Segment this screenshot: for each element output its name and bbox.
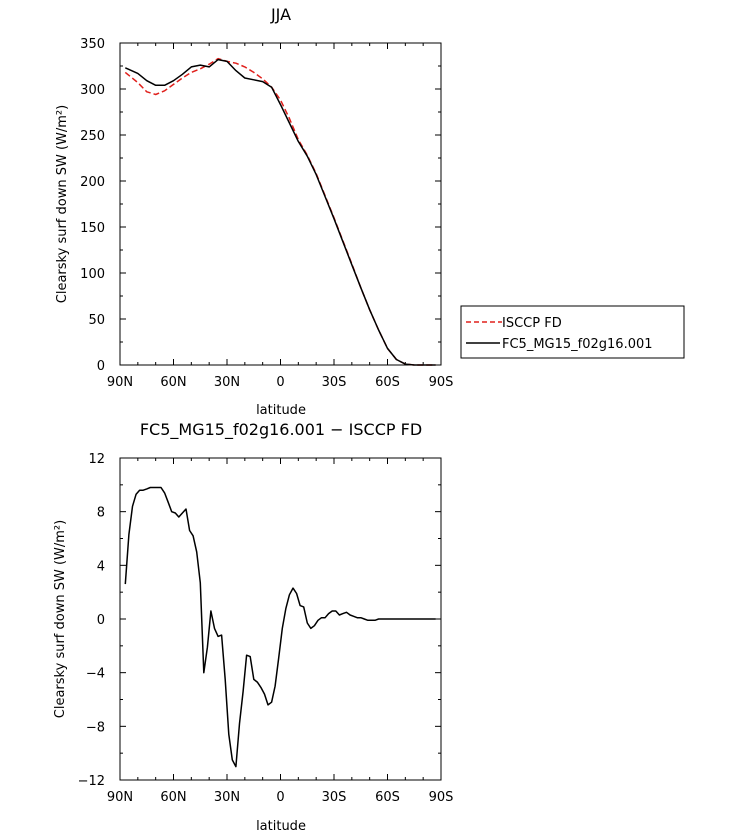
x-tick-label: 30S [322,375,347,390]
chart-title: JJA [270,5,291,24]
y-axis-label: Clearsky surf down SW (W/m²) [53,520,68,718]
x-tick-label: 30N [214,375,240,390]
x-tick-label: 90S [429,790,454,805]
x-tick-label: 90S [429,375,454,390]
x-tick-label: 0 [276,790,284,805]
x-tick-label: 90N [107,375,133,390]
x-tick-label: 0 [276,375,284,390]
bottom-chart-panel: FC5_MG15_f02g16.001 − ISCCP FD 90N 60N 30N… [53,420,453,834]
y-tick-label: 0 [97,613,105,628]
legend: ISCCP FD FC5_MG15_f02g16.001 [460,305,685,359]
x-tick-label: 60S [375,375,400,390]
x-tick-label: 90N [107,790,133,805]
series-lines [124,486,436,768]
plot-frame [119,42,442,366]
y-tick-label: 100 [80,267,105,282]
y-tick-label: −8 [86,720,105,735]
axis-ticks: 90N 60N 30N 0 30S 60S 90S −12 −8 −4 0 4 8 12 [78,452,454,805]
x-tick-label: 30S [322,790,347,805]
x-tick-label: 60N [160,790,186,805]
top-chart-panel: JJA 90N 60N 30N 0 30S 60S 90S 0 50 100 150 200 250 30… [55,5,685,418]
y-tick-label: 50 [88,313,105,328]
x-tick-label: 60N [160,375,186,390]
y-axis-label: Clearsky surf down SW (W/m²) [55,105,70,303]
model-line [124,58,436,366]
y-tick-label: 250 [80,129,105,144]
y-tick-label: 8 [97,506,105,521]
difference-line [124,486,436,768]
y-tick-label: −4 [86,667,105,682]
y-tick-label: 350 [80,37,105,52]
legend-label-isccp: ISCCP FD [502,316,562,331]
x-tick-label: 60S [375,790,400,805]
y-tick-label: 300 [80,83,105,98]
y-tick-label: 200 [80,175,105,190]
series-lines [124,57,436,366]
y-tick-label: 4 [97,559,105,574]
y-tick-label: 150 [80,221,105,236]
legend-label-model: FC5_MG15_f02g16.001 [502,337,653,352]
x-tick-label: 30N [214,790,240,805]
difference-chart-title: FC5_MG15_f02g16.001 − ISCCP FD [140,420,422,440]
axis-ticks: 90N 60N 30N 0 30S 60S 90S 0 50 100 150 200 250 300 350 [80,37,453,390]
x-axis-label: latitude [256,819,306,834]
y-tick-label: 12 [88,452,105,467]
x-axis-label: latitude [256,403,306,418]
legend-box [460,305,685,359]
y-tick-label: −12 [78,774,105,789]
y-tick-label: 0 [97,359,105,374]
